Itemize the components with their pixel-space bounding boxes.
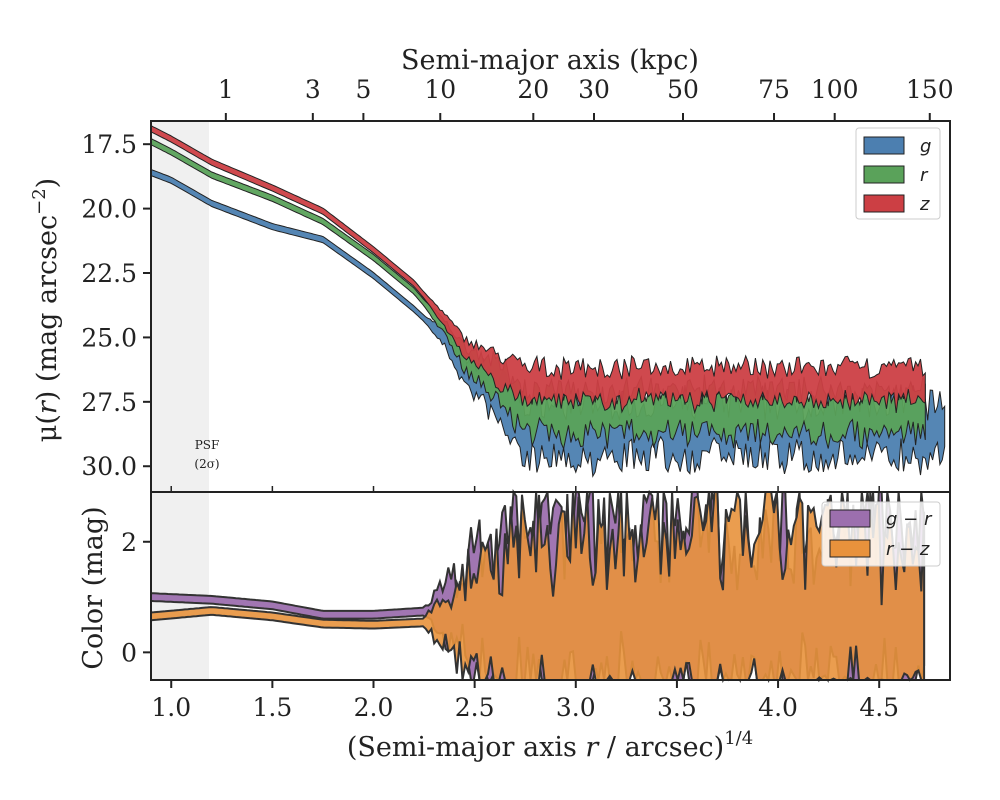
x-axis-title-sup: 1/4 xyxy=(724,728,753,749)
legend-label-z: z xyxy=(919,194,930,215)
kpc-tick-label: 20 xyxy=(517,75,549,104)
top-y-ticks: 17.5 20.0 22.5 25.0 27.5 30.0 xyxy=(81,130,151,481)
top-y-axis-title: μ(r) (mag arcsec−2) xyxy=(29,178,63,442)
legend-label-gr: g − r xyxy=(886,509,933,530)
color-y-tick-label: 0 xyxy=(121,638,137,667)
x-tick-label: 1.5 xyxy=(252,693,292,722)
y-axis-title-post: ) (mag arcsec xyxy=(32,215,63,401)
psf-label-line2: (2σ) xyxy=(194,457,219,471)
y-tick-label: 17.5 xyxy=(81,130,137,159)
x-axis-title-mid: / arcsec) xyxy=(598,732,724,763)
x-tick-label: 2.0 xyxy=(354,693,394,722)
x-axis-title: (Semi-major axis r / arcsec)1/4 xyxy=(347,728,753,763)
legend-bands: g r z xyxy=(855,127,941,220)
psf-shade-bottom xyxy=(152,493,209,680)
legend-swatch-gr xyxy=(829,509,871,528)
top-panel: PSF (2σ) 17.5 20.0 22.5 25.0 27.5 30.0 1 3 5 10 2… xyxy=(81,75,954,493)
kpc-tick-label: 3 xyxy=(305,75,321,104)
bottom-y-ticks: 02 xyxy=(121,528,151,667)
y-tick-label: 27.5 xyxy=(81,388,137,417)
legend-colors: g − r r − z xyxy=(821,501,941,567)
y-tick-label: 22.5 xyxy=(81,259,137,288)
x-tick-label: 3.0 xyxy=(556,693,596,722)
top-series-fills xyxy=(150,124,946,478)
kpc-tick-label: 30 xyxy=(578,75,610,104)
legend-label-rz: r − z xyxy=(886,539,930,560)
kpc-tick-label: 10 xyxy=(424,75,456,104)
x-tick-label: 4.5 xyxy=(859,693,899,722)
y-axis-title-var: r xyxy=(32,399,63,414)
x-tick-label: 3.5 xyxy=(657,693,697,722)
y-tick-label: 25.0 xyxy=(81,323,137,352)
legend-label-r: r xyxy=(920,165,929,186)
top-x-axis-title: Semi-major axis (kpc) xyxy=(401,45,699,76)
band-z xyxy=(150,124,926,415)
legend-label-g: g xyxy=(920,136,931,157)
color-y-tick-label: 2 xyxy=(121,528,137,557)
kpc-tick-label: 50 xyxy=(667,75,699,104)
color-series-fills xyxy=(150,489,926,684)
kpc-tick-label: 150 xyxy=(906,75,954,104)
x-tick-label: 2.5 xyxy=(455,693,495,722)
kpc-tick-label: 75 xyxy=(758,75,790,104)
y-axis-title-sup: −2 xyxy=(29,188,50,215)
bottom-y-axis-title: Color (mag) xyxy=(78,506,109,669)
kpc-tick-label: 1 xyxy=(218,75,234,104)
psf-label-line1: PSF xyxy=(195,438,220,452)
bottom-panel-frame xyxy=(150,491,951,681)
bottom-panel: 02 1.0 1.5 2.0 2.5 3.0 3.5 4.0 4.5 g − r r − z xyxy=(121,486,951,722)
legend-swatch-z xyxy=(863,194,905,213)
color-band-1 xyxy=(150,491,926,682)
y-tick-label: 20.0 xyxy=(81,195,137,224)
x-axis-title-pre: (Semi-major axis xyxy=(347,732,586,763)
y-axis-title-mu: μ( xyxy=(32,414,63,442)
y-tick-label: 30.0 xyxy=(81,452,137,481)
kpc-ticks: 1 3 5 10 20 30 50 75 100 150 xyxy=(218,75,954,121)
legend-swatch-r xyxy=(863,165,905,184)
x-tick-label: 1.0 xyxy=(151,693,191,722)
legend-swatch-g xyxy=(863,136,905,155)
legend-swatch-rz xyxy=(829,539,871,558)
x-axis-title-var: r xyxy=(585,732,600,763)
x-tick-label: 4.0 xyxy=(758,693,798,722)
kpc-tick-label: 100 xyxy=(811,75,859,104)
y-axis-title-end: ) xyxy=(32,178,63,189)
bottom-x-ticks: 1.0 1.5 2.0 2.5 3.0 3.5 4.0 4.5 xyxy=(151,486,899,722)
kpc-tick-label: 5 xyxy=(355,75,371,104)
